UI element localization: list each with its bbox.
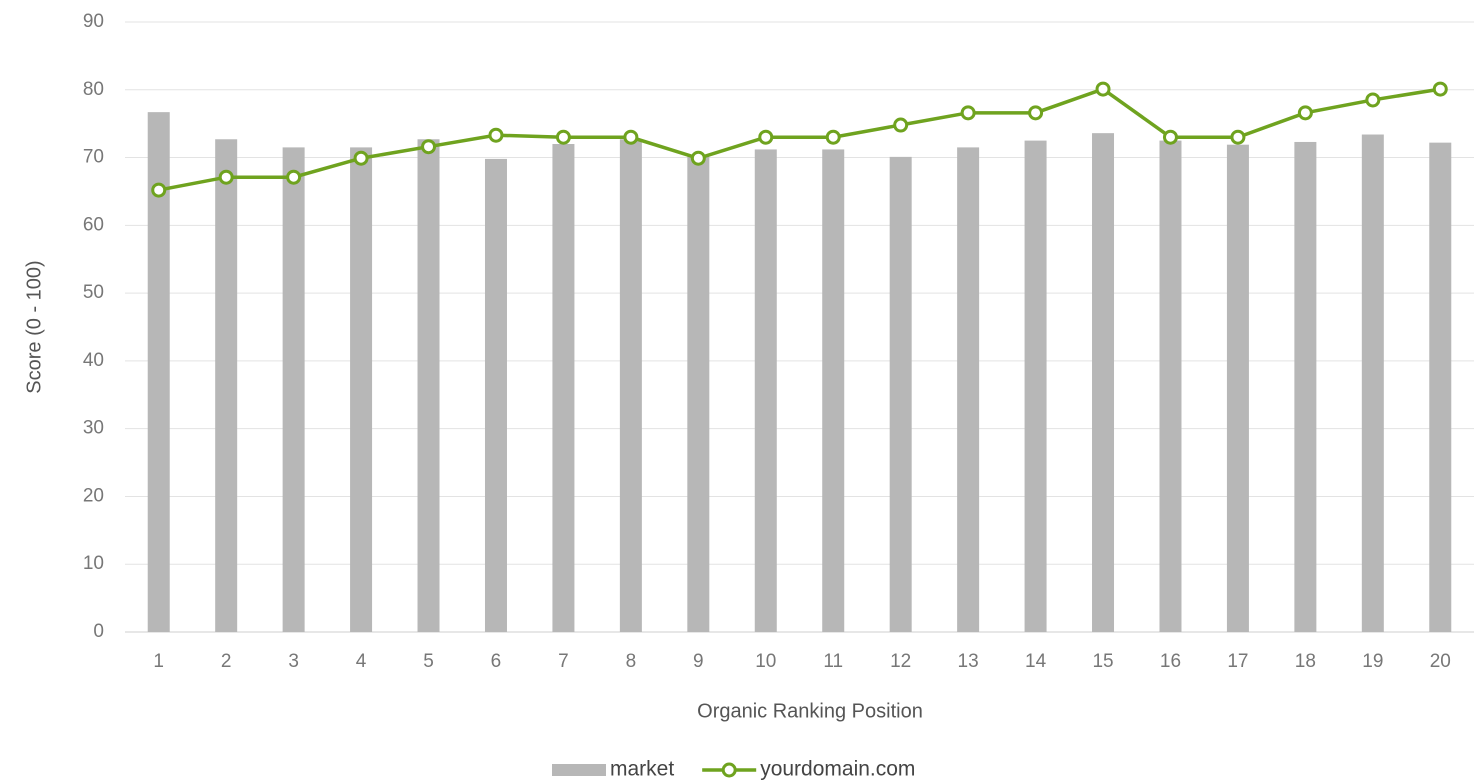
x-tick-label: 18 [1295, 651, 1316, 672]
x-axis-title: Organic Ranking Position [697, 700, 923, 722]
point [151, 182, 167, 198]
y-tick-label: 70 [83, 147, 104, 168]
x-tick-label: 10 [755, 651, 776, 672]
y-tick-label: 10 [83, 553, 104, 574]
x-tick-label: 14 [1025, 651, 1047, 672]
y-axis-title: Score (0 - 100) [23, 260, 45, 393]
point [1432, 81, 1448, 97]
x-tick-label: 17 [1227, 651, 1248, 672]
x-tick-label: 5 [423, 651, 434, 672]
bar [687, 155, 710, 632]
bar [417, 139, 440, 632]
bar [282, 147, 305, 632]
x-tick-label: 19 [1362, 651, 1383, 672]
x-tick-label: 1 [153, 651, 164, 672]
y-tick-label: 50 [83, 282, 104, 303]
bar [1092, 133, 1115, 632]
bar [1429, 142, 1452, 632]
bar [822, 149, 845, 632]
x-tick-label: 4 [356, 651, 367, 672]
y-tick-label: 80 [83, 79, 104, 100]
point [1365, 92, 1381, 108]
point [758, 129, 774, 145]
point [555, 129, 571, 145]
point [488, 127, 504, 143]
point [1162, 129, 1178, 145]
x-tick-label: 11 [823, 651, 843, 672]
bar [1024, 140, 1047, 632]
bar [1226, 144, 1249, 632]
y-tick-label: 30 [83, 418, 104, 439]
y-tick-label: 0 [93, 621, 104, 642]
point [960, 105, 976, 121]
x-tick-label: 16 [1160, 651, 1181, 672]
legend-swatch [721, 762, 737, 778]
point [893, 117, 909, 133]
legend-swatch [552, 764, 606, 776]
x-tick-label: 6 [491, 651, 502, 672]
bar [350, 147, 373, 632]
bar [484, 158, 507, 632]
x-tick-label: 9 [693, 651, 704, 672]
y-tick-label: 60 [83, 214, 104, 235]
x-tick-label: 13 [958, 651, 979, 672]
point [218, 169, 234, 185]
point [1230, 129, 1246, 145]
bar [957, 147, 980, 632]
line [158, 87, 1441, 192]
x-tick-label: 20 [1430, 651, 1451, 672]
bar [889, 156, 912, 632]
point [690, 150, 706, 166]
point [286, 169, 302, 185]
bar [1361, 134, 1384, 632]
bar [1294, 141, 1317, 632]
point [1297, 105, 1313, 121]
bar [147, 112, 170, 632]
bar [619, 139, 642, 632]
legend-label: yourdomain.com [760, 758, 915, 781]
point [1095, 81, 1111, 97]
bar [754, 149, 777, 632]
point [421, 139, 437, 155]
x-tick-label: 15 [1092, 651, 1113, 672]
y-tick-label: 40 [83, 350, 104, 371]
bar [1159, 140, 1182, 632]
x-tick-label: 8 [626, 651, 637, 672]
x-tick-label: 7 [558, 651, 569, 672]
y-tick-label: 20 [83, 485, 104, 506]
point [623, 129, 639, 145]
point [353, 150, 369, 166]
x-tick-label: 12 [890, 651, 911, 672]
point [825, 129, 841, 145]
bar [215, 139, 238, 632]
y-tick-label: 90 [83, 11, 104, 32]
x-tick-label: 3 [288, 651, 299, 672]
bar [552, 144, 575, 632]
legend-label: market [610, 758, 674, 781]
point [1028, 105, 1044, 121]
x-tick-label: 2 [221, 651, 232, 672]
